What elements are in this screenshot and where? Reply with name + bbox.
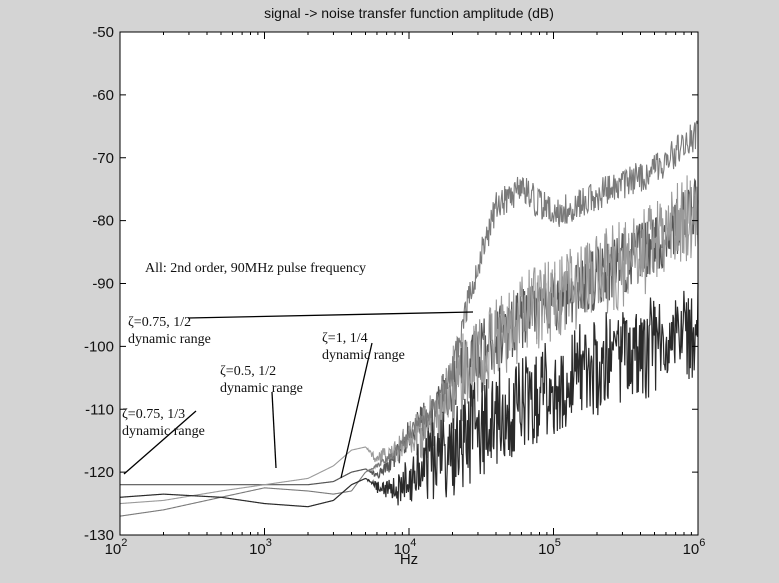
x-tick-label: 103 xyxy=(249,537,272,558)
x-tick-exponent: 2 xyxy=(121,537,127,549)
annotation-pointer-3 xyxy=(123,410,197,475)
annotation-global-note-line-1: All: 2nd order, 90MHz pulse frequency xyxy=(145,261,366,276)
x-tick-base: 10 xyxy=(394,541,411,558)
annotation-pointer-1 xyxy=(340,342,373,479)
x-tick-exponent: 5 xyxy=(555,537,561,549)
x-tick-exponent: 3 xyxy=(266,537,272,549)
x-tick-base: 10 xyxy=(538,541,555,558)
annotation-zeta-05-half: ζ=0.5, 1/2 dynamic range xyxy=(220,364,303,396)
annotation-zeta-05-half-line-2: dynamic range xyxy=(220,381,303,396)
y-tick-label: -70 xyxy=(92,150,114,167)
annotation-zeta-1-quarter-line-1: ζ=1, 1/4 xyxy=(322,331,368,346)
x-tick-base: 10 xyxy=(249,541,266,558)
x-tick-label: 105 xyxy=(538,537,561,558)
y-tick-label: -80 xyxy=(92,213,114,230)
annotations: All: 2nd order, 90MHz pulse frequency ζ=… xyxy=(122,261,405,439)
annotation-zeta-075-half-line-2: dynamic range xyxy=(128,332,211,347)
x-tick-base: 10 xyxy=(683,541,700,558)
series-line-1 xyxy=(119,175,699,505)
x-tick-label: 104 xyxy=(394,537,417,558)
annotation-pointer-2 xyxy=(271,391,277,469)
chart-title: signal -> noise transfer function amplit… xyxy=(264,5,554,21)
annotation-zeta-075-third-line-1: ζ=0.75, 1/3 xyxy=(122,407,185,422)
y-tick-label: -60 xyxy=(92,87,114,104)
annotation-zeta-075-third-line-2: dynamic range xyxy=(122,424,205,439)
y-tick-label: -120 xyxy=(84,464,114,481)
series-line-2 xyxy=(119,120,699,517)
y-tick-label: -90 xyxy=(92,276,114,293)
x-axis-label: Hz xyxy=(400,551,418,568)
annotation-zeta-075-half-line-1: ζ=0.75, 1/2 xyxy=(128,315,191,330)
annotation-global-note: All: 2nd order, 90MHz pulse frequency xyxy=(145,261,366,276)
series-layer xyxy=(119,120,699,517)
annotation-zeta-075-half: ζ=0.75, 1/2 dynamic range xyxy=(128,315,211,347)
y-tick-label: -110 xyxy=(85,401,114,418)
annotation-zeta-075-third: ζ=0.75, 1/3 dynamic range xyxy=(122,407,205,439)
x-tick-exponent: 4 xyxy=(410,537,416,549)
annotation-zeta-1-quarter: ζ=1, 1/4 dynamic range xyxy=(322,331,405,363)
y-tick-label: -50 xyxy=(92,24,114,41)
x-tick-exponent: 6 xyxy=(699,537,705,549)
annotation-pointers xyxy=(123,311,474,479)
series-line-3 xyxy=(119,283,699,508)
annotation-pointer-0 xyxy=(187,311,474,319)
x-tick-base: 10 xyxy=(105,541,122,558)
y-tick-label: -100 xyxy=(84,338,114,355)
x-tick-label: 106 xyxy=(683,537,706,558)
annotation-zeta-1-quarter-line-2: dynamic range xyxy=(322,348,405,363)
x-tick-label: 102 xyxy=(105,537,128,558)
y-tick-label: -130 xyxy=(84,527,114,544)
annotation-zeta-05-half-line-1: ζ=0.5, 1/2 xyxy=(220,364,276,379)
